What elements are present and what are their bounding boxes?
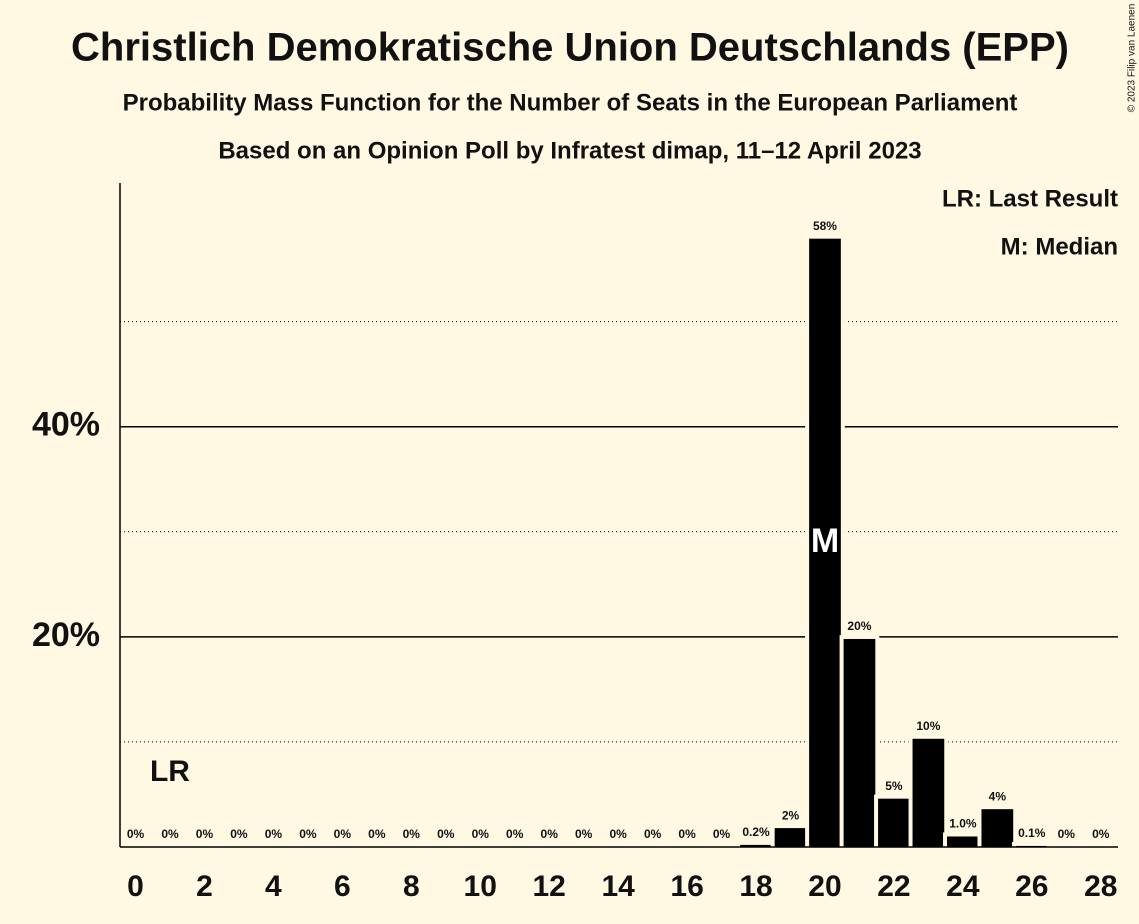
value-label: 0% [334, 827, 352, 841]
bar-gap [460, 843, 501, 847]
x-tick-label: 12 [533, 870, 566, 903]
x-tick-label: 24 [946, 870, 980, 903]
value-label: 0% [265, 827, 283, 841]
bar-gap [288, 843, 328, 847]
x-tick-label: 16 [670, 870, 703, 903]
x-tick-label: 6 [334, 870, 351, 903]
value-label: 0% [609, 827, 627, 841]
value-label: 0% [713, 827, 731, 841]
bar-gap [563, 843, 604, 847]
value-label: 0% [403, 827, 421, 841]
value-label: 1.0% [949, 817, 977, 831]
value-label: 0% [1058, 827, 1076, 841]
value-label: 0% [368, 827, 386, 841]
value-label: 2% [782, 808, 800, 822]
value-label: 0% [230, 827, 248, 841]
value-label: 0% [1092, 827, 1110, 841]
bar-gap [150, 843, 190, 847]
bar-gap [253, 843, 294, 847]
bar-gap [598, 843, 638, 847]
x-tick-label: 14 [601, 870, 635, 903]
x-tick-label: 22 [877, 870, 910, 903]
bar-gap [115, 843, 156, 847]
bar [843, 638, 876, 847]
value-label: 0% [127, 827, 145, 841]
bar [947, 836, 979, 847]
bar-gap [736, 840, 776, 847]
bar-gap [667, 843, 707, 847]
value-label: 4% [989, 789, 1007, 803]
bar [774, 828, 807, 847]
x-tick-label: 2 [196, 870, 213, 903]
x-tick-label: 4 [265, 870, 282, 903]
value-label: 0% [506, 827, 524, 841]
bar-gap [391, 843, 432, 847]
median-marker: M [811, 522, 839, 560]
value-label: 0% [472, 827, 490, 841]
bar-gap [1080, 843, 1121, 847]
y-tick-label: 40% [32, 406, 100, 444]
chart-subtitle: Based on an Opinion Poll by Infratest di… [218, 137, 921, 164]
bar-gap [1046, 843, 1087, 847]
chart-title: Christlich Demokratische Union Deutschla… [71, 26, 1069, 70]
bar-gap [425, 843, 466, 847]
value-label: 10% [916, 719, 940, 733]
x-tick-label: 10 [464, 870, 497, 903]
bar-gap [1011, 841, 1052, 847]
value-label: 0.1% [1018, 826, 1046, 840]
value-label: 0.2% [742, 825, 770, 839]
value-label: 0% [437, 827, 455, 841]
x-tick-label: 28 [1084, 870, 1117, 903]
value-label: 0% [299, 827, 317, 841]
bar [878, 798, 910, 847]
bar-gap [356, 843, 397, 847]
bar-gap [701, 843, 742, 847]
legend-entry: LR: Last Result [942, 185, 1118, 212]
y-tick-label: 20% [32, 616, 100, 654]
x-tick-label: 0 [127, 870, 144, 903]
chart-subtitle: Probability Mass Function for the Number… [123, 89, 1018, 116]
bar [809, 238, 841, 848]
value-label: 58% [813, 219, 837, 233]
value-label: 20% [847, 619, 871, 633]
value-label: 0% [196, 827, 214, 841]
bar-gap [322, 843, 363, 847]
value-label: 0% [678, 827, 696, 841]
bar [740, 844, 772, 847]
bar-gap [494, 843, 535, 847]
bar-gap [219, 843, 259, 847]
value-label: 0% [541, 827, 559, 841]
last-result-marker: LR [150, 755, 190, 788]
x-tick-label: 18 [739, 870, 772, 903]
bar-gap [632, 843, 673, 847]
x-tick-label: 8 [403, 870, 420, 903]
value-label: 0% [644, 827, 662, 841]
bar-gap [529, 843, 570, 847]
value-label: 5% [885, 779, 903, 793]
bar [912, 738, 945, 847]
bar [981, 809, 1014, 847]
bar-gap [184, 843, 225, 847]
x-tick-label: 20 [808, 870, 841, 903]
x-tick-label: 26 [1015, 870, 1048, 903]
value-label: 0% [161, 827, 179, 841]
legend-entry: M: Median [1001, 233, 1118, 260]
value-label: 0% [575, 827, 593, 841]
credit: © 2023 Filip van Laenen [1127, 4, 1138, 113]
